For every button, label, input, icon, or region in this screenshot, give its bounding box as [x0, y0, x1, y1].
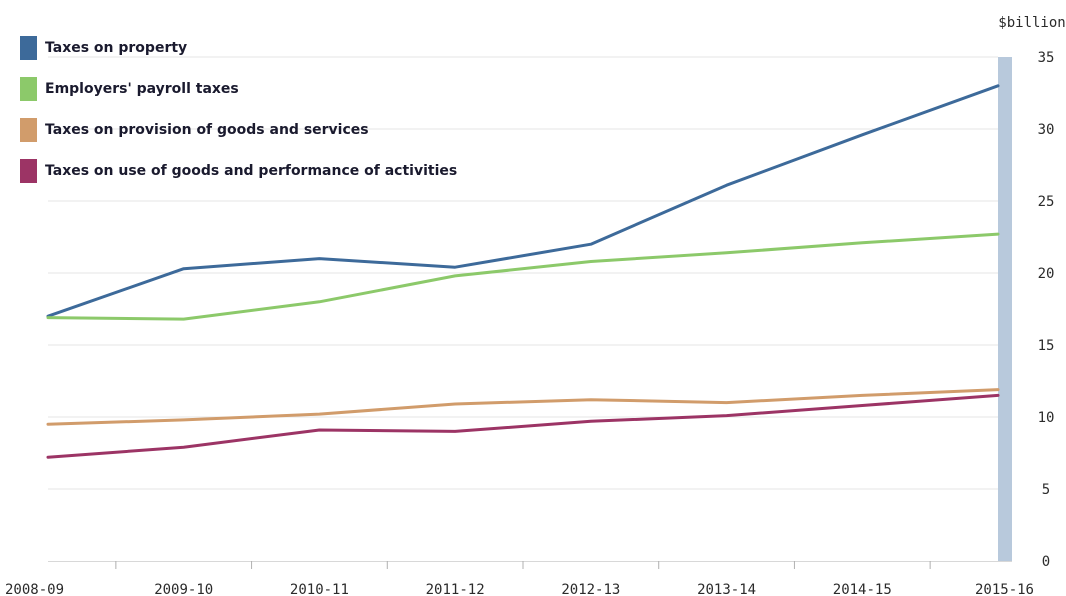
- y-tick-label: 0: [1042, 554, 1050, 570]
- y-tick-label: 15: [1038, 338, 1055, 354]
- x-tick-label: 2010-11: [290, 582, 349, 596]
- legend-swatch: [20, 159, 37, 183]
- x-tick-label: 2013-14: [697, 582, 756, 596]
- series-line-0: [46, 84, 1000, 318]
- legend-label: Employers' payroll taxes: [45, 81, 239, 97]
- y-tick-label: 20: [1038, 266, 1055, 282]
- legend-swatch: [20, 77, 37, 101]
- series-line-2: [46, 388, 1000, 426]
- series-lines: [46, 84, 1000, 459]
- legend-label: Taxes on provision of goods and services: [45, 122, 369, 138]
- x-tick-label: 2012-13: [561, 582, 620, 596]
- x-tick-label: 2014-15: [833, 582, 892, 596]
- y-axis-bar: [998, 57, 1012, 561]
- x-tick-label: 2015-16: [975, 582, 1034, 596]
- series-line-1: [46, 232, 1000, 321]
- y-tick-label: 25: [1038, 194, 1055, 210]
- y-tick-label: 35: [1038, 50, 1055, 66]
- legend-item-taxes-on-use: Taxes on use of goods and performance of…: [20, 159, 457, 183]
- y-tick-label: 10: [1038, 410, 1055, 426]
- legend-item-employers-payroll-taxes: Employers' payroll taxes: [20, 77, 457, 101]
- legend-swatch: [20, 36, 37, 60]
- legend-item-taxes-on-property: Taxes on property: [20, 36, 457, 60]
- x-axis: 2008-09 2009-10 2010-11 2011-12 2012-13 2013-…: [5, 561, 1034, 596]
- gridlines: [48, 56, 998, 490]
- y-axis-ticks: 0 5 10 15 20 25 30 35: [1038, 50, 1055, 570]
- x-tick-label: 2008-09: [5, 582, 64, 596]
- series-line-3: [46, 393, 1000, 459]
- legend-item-taxes-on-provision: Taxes on provision of goods and services: [20, 118, 457, 142]
- legend: Taxes on property Employers' payroll tax…: [20, 36, 457, 200]
- legend-label: Taxes on property: [45, 40, 188, 56]
- x-tick-label: 2011-12: [426, 582, 485, 596]
- y-tick-label: 30: [1038, 122, 1055, 138]
- x-tick-label: 2009-10: [154, 582, 213, 596]
- legend-swatch: [20, 118, 37, 142]
- y-tick-label: 5: [1042, 482, 1050, 498]
- legend-label: Taxes on use of goods and performance of…: [45, 163, 458, 179]
- y-axis-unit-label: $billion: [998, 15, 1065, 31]
